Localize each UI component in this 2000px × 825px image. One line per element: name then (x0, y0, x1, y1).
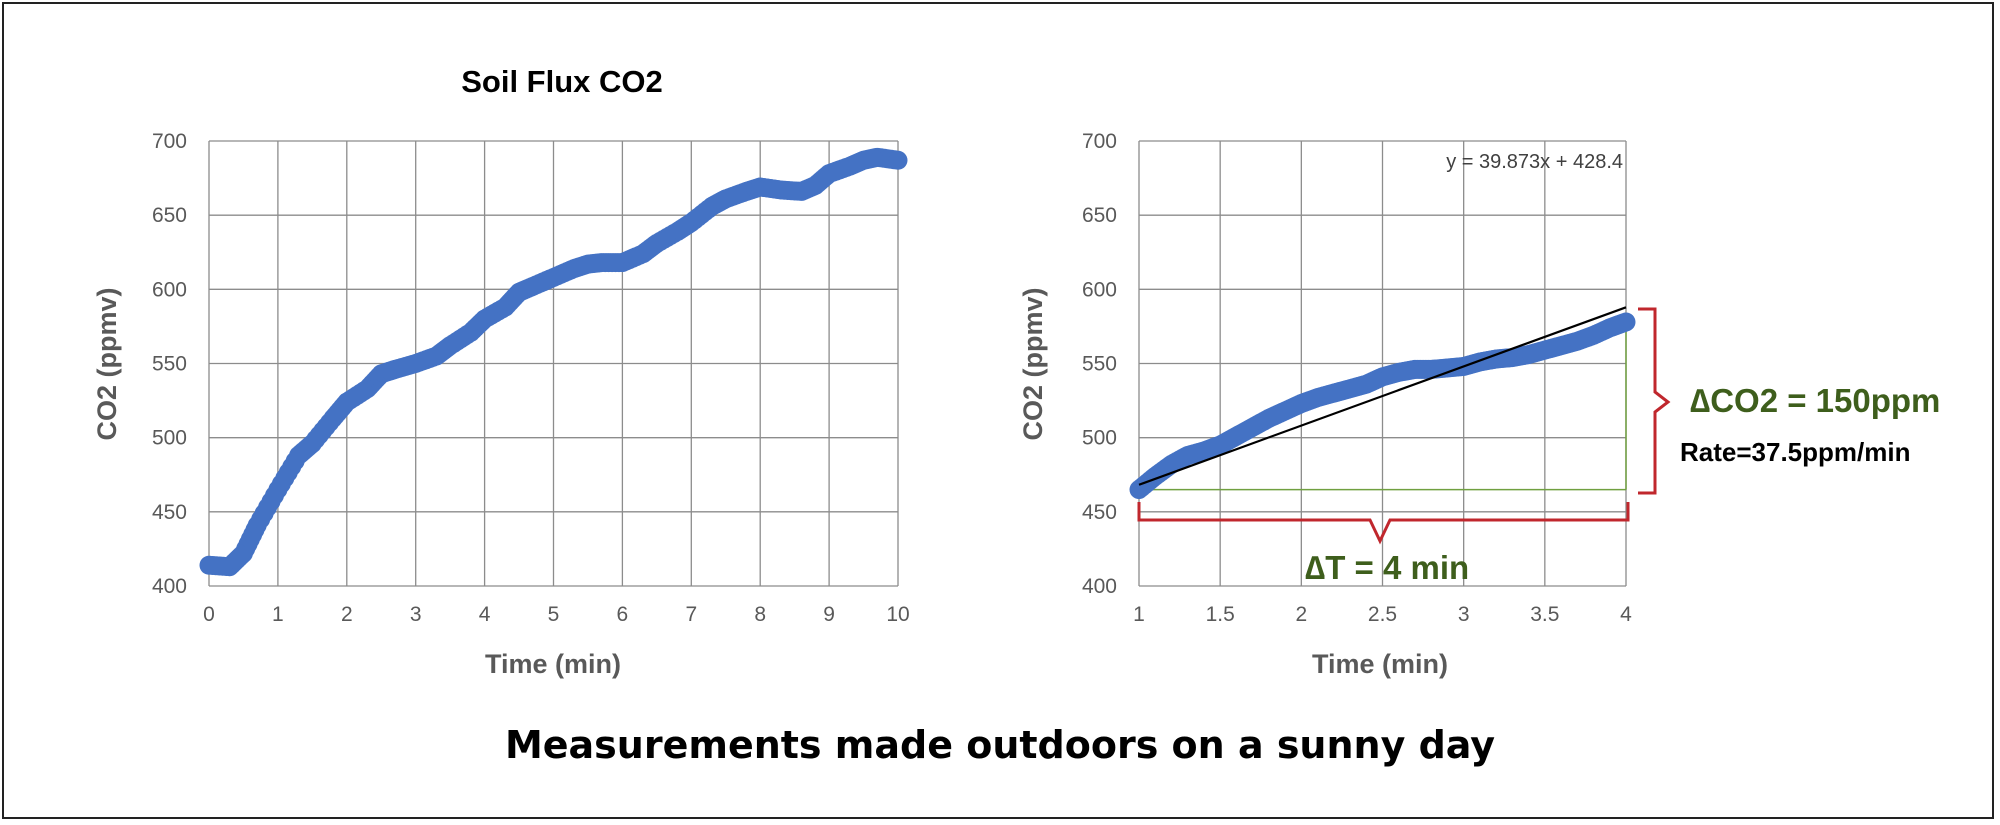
y-tick-label: 500 (1082, 427, 1117, 450)
y-tick-label: 500 (152, 427, 187, 450)
x-axis-title: Time (min) (485, 649, 621, 679)
y-tick-label: 650 (152, 204, 187, 227)
figure-caption: Measurements made outdoors on a sunny da… (505, 723, 1495, 767)
x-tick-label: 3.5 (1530, 603, 1559, 626)
y-tick-label: 650 (1082, 204, 1117, 227)
y-tick-label: 400 (1082, 575, 1117, 598)
y-tick-label: 450 (152, 501, 187, 524)
x-tick-label: 2.5 (1368, 603, 1397, 626)
x-tick-label: 4 (479, 603, 491, 626)
y-tick-label: 400 (152, 575, 187, 598)
x-tick-label: 9 (823, 603, 835, 626)
chart-title: Soil Flux CO2 (461, 64, 663, 99)
x-tick-labels: 1 1.5 2 2.5 3 3.5 4 (1133, 603, 1632, 626)
rate-label: Rate=37.5ppm/min (1680, 437, 1910, 467)
x-tick-label: 3 (1458, 603, 1470, 626)
delta-t-bracket (1137, 502, 1630, 545)
x-tick-label: 7 (685, 603, 697, 626)
data-point (1616, 312, 1636, 332)
y-tick-label: 700 (1082, 130, 1117, 153)
x-tick-label: 10 (886, 603, 909, 626)
y-tick-labels: 400 450 500 550 600 650 700 (152, 130, 187, 598)
y-axis-title: CO2 (ppmv) (92, 287, 122, 440)
chart-gridlines (208, 140, 899, 587)
x-tick-label: 2 (1295, 603, 1307, 626)
trendline (1138, 306, 1627, 486)
trendline-equation: y = 39.873x + 428.4 (1446, 151, 1623, 173)
y-tick-label: 550 (1082, 353, 1117, 376)
x-tick-label: 5 (548, 603, 560, 626)
chart-soil-flux: Soil Flux CO2 400 450 500 550 600 650 700 0 1 2 3… (92, 64, 910, 679)
delta-co2-bracket (1638, 307, 1671, 495)
y-tick-labels: 400 450 500 550 600 650 700 (1082, 130, 1117, 598)
delta-t-label: ∆T = 4 min (1305, 549, 1469, 586)
delta-co2-label: ∆CO2 = 150ppm (1690, 382, 1940, 419)
delta-guide-lines (1139, 321, 1627, 491)
y-tick-label: 550 (152, 353, 187, 376)
chart-linear-fit: 400 450 500 550 600 650 700 1 1.5 2 2.5 3 3.5 4 y = … (1018, 130, 1940, 679)
y-axis-title: CO2 (ppmv) (1018, 287, 1048, 440)
x-tick-label: 8 (754, 603, 766, 626)
x-tick-label: 0 (203, 603, 215, 626)
x-tick-label: 6 (617, 603, 629, 626)
x-tick-label: 4 (1620, 603, 1632, 626)
y-tick-label: 700 (152, 130, 187, 153)
y-tick-label: 600 (152, 278, 187, 301)
x-axis-title: Time (min) (1312, 649, 1448, 679)
y-tick-label: 450 (1082, 501, 1117, 524)
x-tick-label: 3 (410, 603, 422, 626)
x-tick-label: 2 (341, 603, 353, 626)
data-point (888, 150, 908, 170)
x-tick-label: 1 (1133, 603, 1145, 626)
x-tick-label: 1 (272, 603, 284, 626)
y-tick-label: 600 (1082, 278, 1117, 301)
x-tick-labels: 0 1 2 3 4 5 6 7 8 9 10 (203, 603, 910, 626)
x-tick-label: 1.5 (1206, 603, 1235, 626)
data-series (1129, 312, 1636, 500)
data-series (199, 147, 908, 577)
